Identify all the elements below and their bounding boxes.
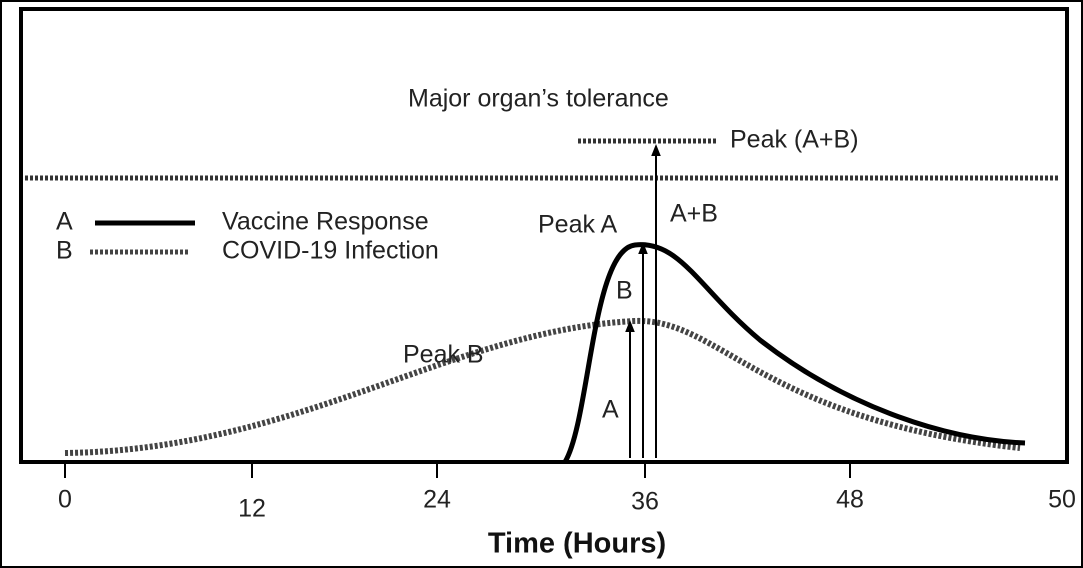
vaccine-curve — [562, 242, 1026, 464]
label: A+B — [670, 200, 718, 228]
x-tick-label: 48 — [836, 486, 864, 514]
covid-curve — [64, 317, 1021, 456]
plot-box — [19, 7, 1069, 464]
x-tick-label: 50 — [1048, 486, 1076, 514]
x-tick-label: 36 — [631, 488, 659, 516]
label: Peak (A+B) — [730, 126, 859, 154]
x-axis-title: Time (Hours) — [488, 528, 666, 560]
title: Major organ’s tolerance — [408, 85, 669, 113]
legend-key: A — [56, 208, 73, 236]
legend-label: Vaccine Response — [222, 208, 429, 236]
legend-key: B — [56, 237, 73, 265]
x-tick-label: 12 — [238, 495, 266, 523]
x-tick-label: 24 — [423, 486, 451, 514]
label: Peak B — [403, 341, 484, 369]
legend-label: COVID-19 Infection — [222, 237, 439, 265]
label: A — [602, 396, 619, 424]
x-tick-label: 0 — [58, 486, 72, 514]
label: B — [616, 277, 633, 305]
label: Peak A — [538, 211, 618, 239]
